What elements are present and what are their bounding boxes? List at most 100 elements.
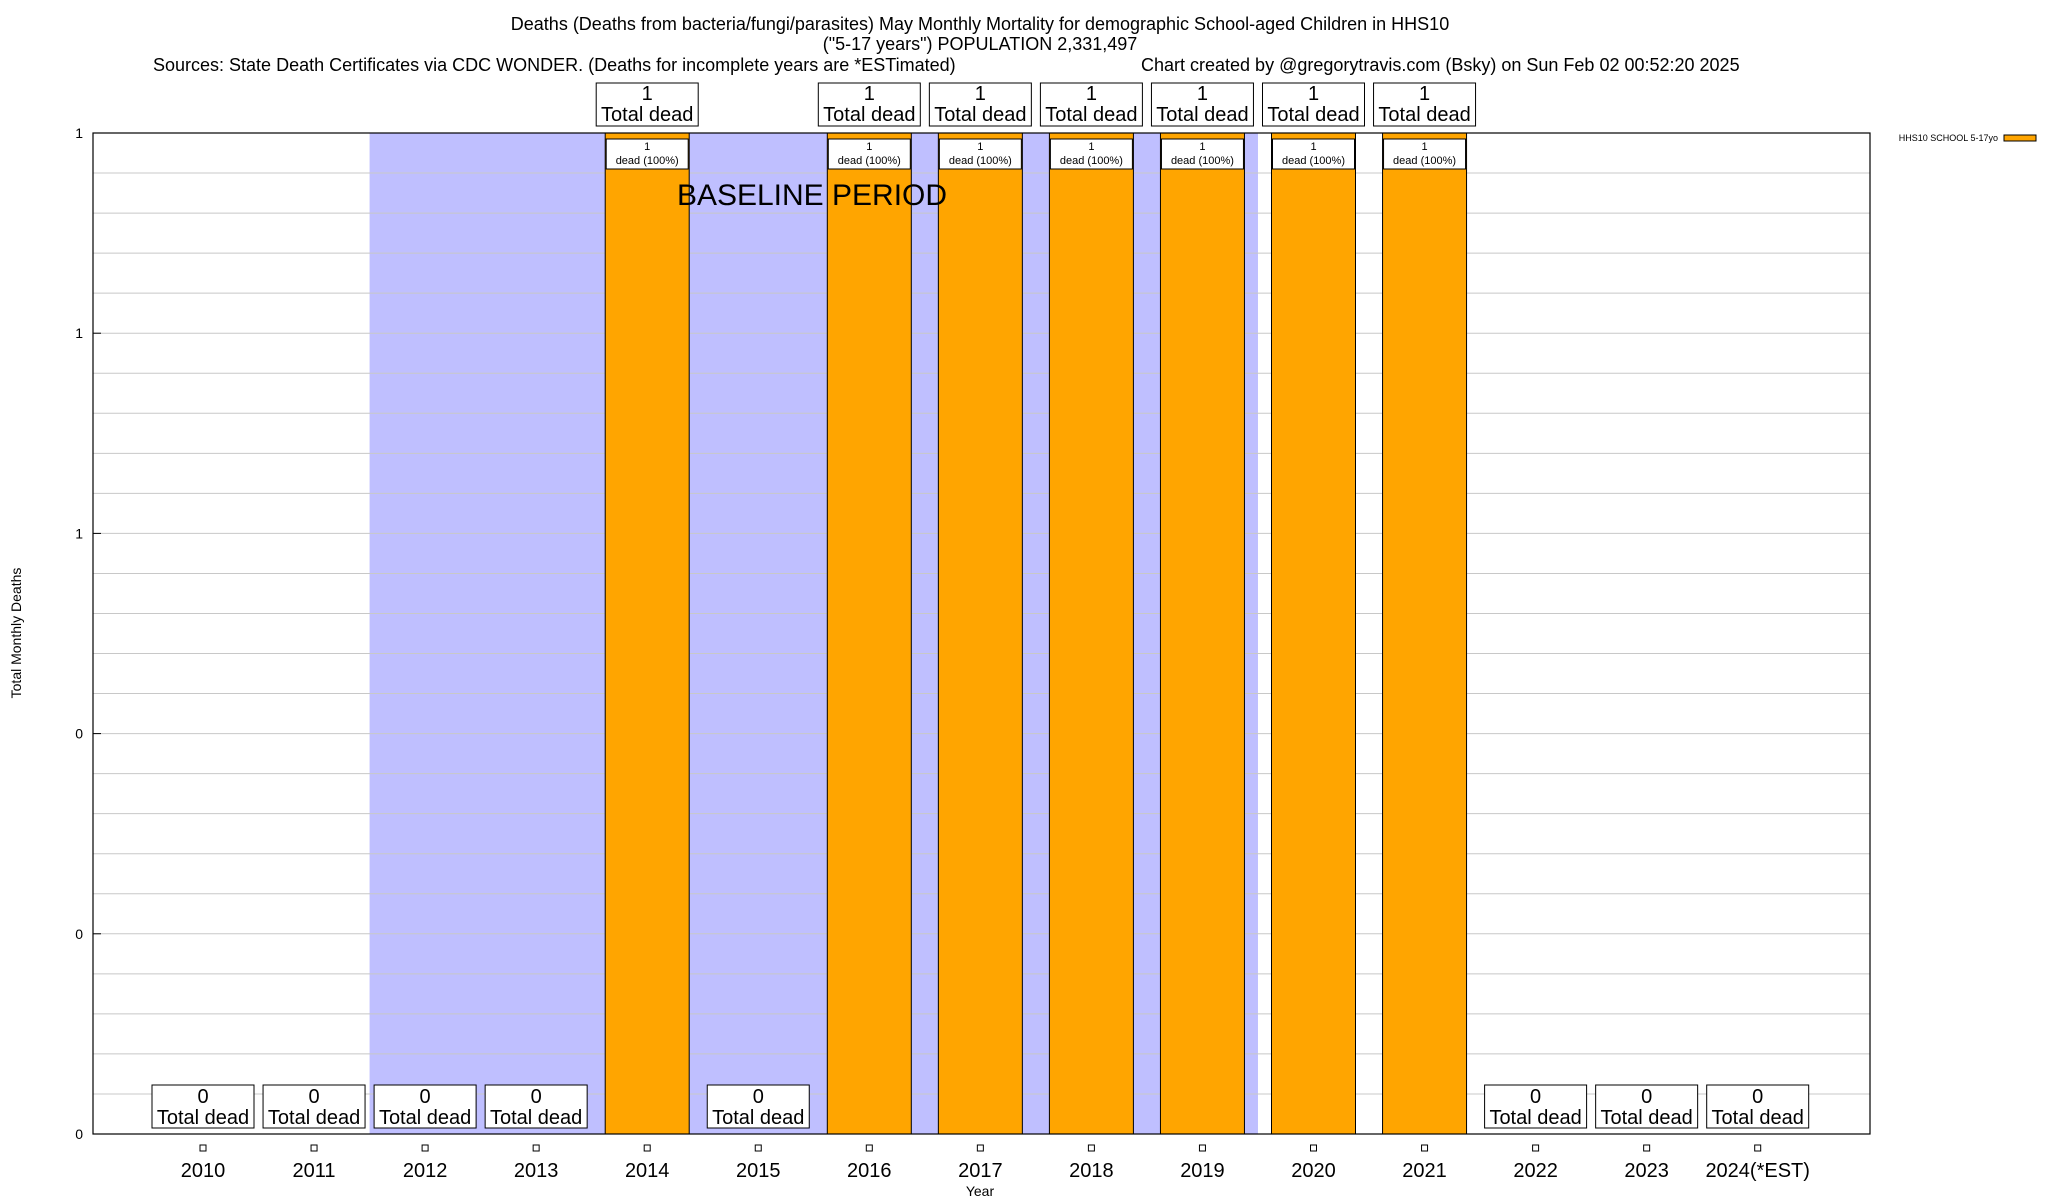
total-label-text: Total dead: [1601, 1107, 1693, 1129]
bar: [1159, 132, 1245, 1135]
total-label-box: [1039, 82, 1143, 127]
total-label-value: 1: [975, 83, 986, 105]
bar-label-value: 1: [1199, 141, 1205, 153]
total-label-box: [1484, 1084, 1588, 1129]
total-label-text: Total dead: [1045, 104, 1137, 126]
bar-label-text: dead (100%): [616, 155, 679, 167]
x-tick-marker: [1310, 1144, 1317, 1152]
total-label-text: Total dead: [601, 104, 693, 126]
y-tick-label: 0: [75, 926, 83, 942]
x-tick-marker: [976, 1144, 984, 1152]
bar-label-box: [938, 138, 1022, 170]
x-tick-marker: [1087, 1144, 1095, 1152]
bar-label-box: [1383, 138, 1467, 170]
x-tick-marker: [310, 1144, 318, 1152]
x-axis-label: Year: [966, 1183, 995, 1199]
legend-label: HHS10 SCHOOL 5-17yo: [1899, 133, 1998, 143]
total-label-box: [1262, 82, 1365, 127]
total-label-text: Total dead: [379, 1107, 471, 1129]
bar-label-text: dead (100%): [838, 155, 901, 167]
y-axis-label: Total Monthly Deaths: [8, 568, 24, 699]
x-tick-marker: [643, 1144, 651, 1152]
legend-swatch: [2003, 134, 2037, 142]
bar-label-value: 1: [977, 141, 983, 153]
total-label-value: 0: [308, 1086, 319, 1108]
bar-label-text: dead (100%): [1393, 155, 1456, 167]
y-tick-label: 0: [75, 1126, 83, 1142]
total-label-text: Total dead: [1712, 1107, 1804, 1129]
total-label-box: [1373, 82, 1477, 127]
x-tick-label: 2024(*EST): [1705, 1160, 1810, 1182]
plot-frame: [92, 132, 1871, 1135]
total-label-value: 0: [420, 1086, 431, 1108]
chart-title-line-2: ("5-17 years") POPULATION 2,331,497: [823, 34, 1138, 54]
total-label-value: 1: [642, 83, 653, 105]
x-tick-label: 2015: [736, 1160, 781, 1182]
bars: [604, 132, 1468, 1135]
total-label-value: 0: [1752, 1086, 1763, 1108]
total-label-text: Total dead: [1489, 1107, 1581, 1129]
bar-label-box: [827, 138, 911, 170]
total-label-text: Total dead: [823, 104, 915, 126]
x-tick-label: 2010: [181, 1160, 226, 1182]
x-tick-label: 2021: [1402, 1160, 1447, 1182]
x-tick-label: 2019: [1180, 1160, 1225, 1182]
total-label-box: [1706, 1084, 1810, 1129]
bar: [826, 132, 912, 1135]
y-tick-label: 1: [75, 125, 83, 141]
total-label-value: 1: [1197, 83, 1208, 105]
x-tick-marker: [1198, 1144, 1206, 1152]
bar-label-box: [1160, 138, 1244, 170]
bar: [604, 132, 690, 1135]
total-label-text: Total dead: [268, 1107, 360, 1129]
total-label-value: 0: [753, 1086, 764, 1108]
baseline-period-label: BASELINE PERIOD: [677, 179, 947, 212]
total-label-value: 1: [1308, 83, 1319, 105]
x-tick-label: 2013: [514, 1160, 559, 1182]
x-tick-marker: [532, 1144, 540, 1152]
bar-label-value: 1: [1421, 141, 1427, 153]
y-tick-label: 1: [75, 325, 83, 341]
bar-label-box: [1049, 138, 1133, 170]
x-tick-marker: [754, 1144, 762, 1152]
bar: [1382, 132, 1468, 1135]
x-tick-label: 2022: [1513, 1160, 1558, 1182]
bar-label-box: [605, 138, 689, 170]
x-tick-label: 2012: [403, 1160, 448, 1182]
total-label-text: Total dead: [1156, 104, 1248, 126]
x-tick-label: 2014: [625, 1160, 670, 1182]
chart-credit: Chart created by @gregorytravis.com (Bsk…: [1141, 55, 1740, 75]
x-tick-label: 2018: [1069, 1160, 1114, 1182]
x-tick-marker: [421, 1144, 429, 1152]
bar-label-value: 1: [1310, 141, 1316, 153]
total-label-value: 1: [864, 83, 875, 105]
x-tick-label: 2017: [958, 1160, 1003, 1182]
chart-sources: Sources: State Death Certificates via CD…: [153, 55, 956, 75]
x-tick-marker: [1643, 1144, 1651, 1152]
bar: [1271, 132, 1356, 1135]
x-tick-marker: [1532, 1144, 1540, 1152]
total-label-text: Total dead: [490, 1107, 582, 1129]
total-label-value: 0: [1641, 1086, 1652, 1108]
total-label-value: 0: [531, 1086, 542, 1108]
axis-ticks: 0 0 0 1 1 1 2010 2011 2012 2013 2014 2015 2016 2017 20…: [75, 125, 1810, 1182]
total-label-text: Total dead: [1378, 104, 1470, 126]
total-label-value: 0: [197, 1086, 208, 1108]
x-tick-marker: [1421, 1144, 1429, 1152]
total-label-box: [706, 1084, 810, 1129]
bar-label-text: dead (100%): [1282, 155, 1345, 167]
total-label-text: Total dead: [1267, 104, 1359, 126]
bar-label-value: 1: [866, 141, 872, 153]
x-tick-marker: [1754, 1144, 1762, 1152]
total-label-text: Total dead: [157, 1107, 249, 1129]
chart-title-line-1: Deaths (Deaths from bacteria/fungi/paras…: [511, 14, 1449, 34]
x-tick-marker: [865, 1144, 873, 1152]
total-label-value: 1: [1086, 83, 1097, 105]
total-label-value: 0: [1530, 1086, 1541, 1108]
bar-label-text: dead (100%): [949, 155, 1012, 167]
total-label-box: [928, 82, 1032, 127]
bar: [1048, 132, 1134, 1135]
total-label-box: [151, 1084, 255, 1129]
total-label-box: [1150, 82, 1254, 127]
